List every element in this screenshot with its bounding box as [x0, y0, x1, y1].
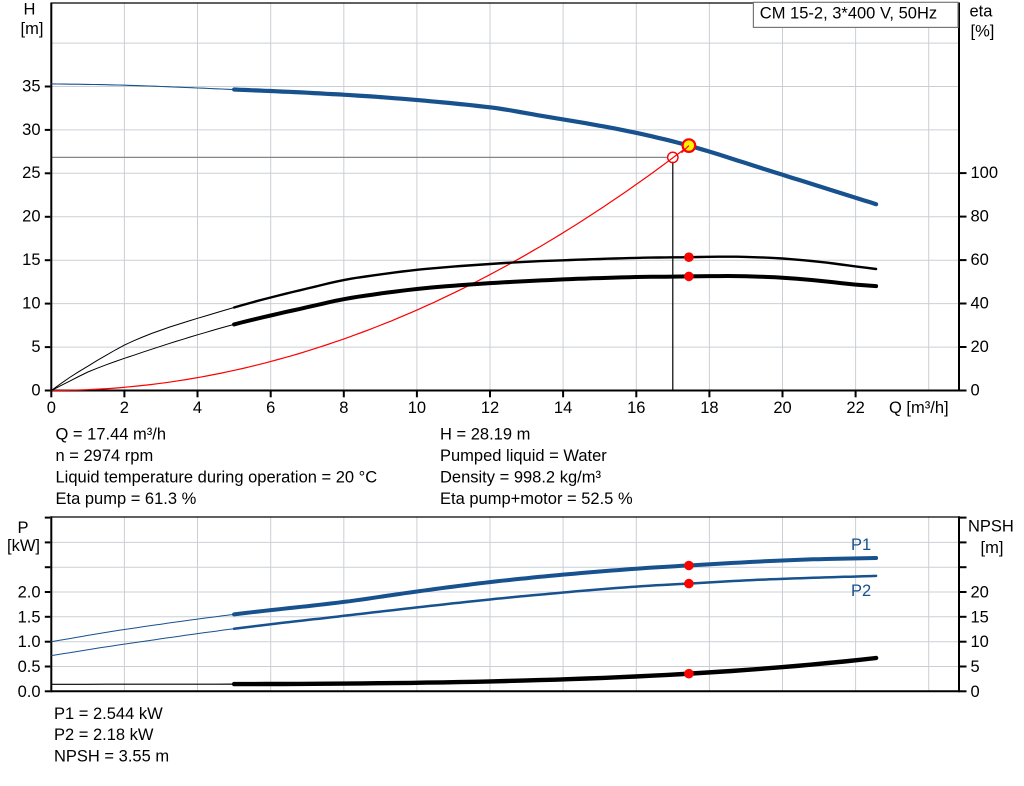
svg-text:100: 100 [971, 164, 999, 182]
svg-text:0: 0 [971, 683, 980, 701]
svg-text:Liquid temperature during oper: Liquid temperature during operation = 20… [56, 468, 378, 486]
svg-text:NPSH = 3.55 m: NPSH = 3.55 m [54, 747, 169, 765]
svg-text:n = 2974 rpm: n = 2974 rpm [56, 447, 154, 465]
svg-text:20: 20 [22, 208, 40, 226]
svg-text:14: 14 [554, 399, 572, 417]
svg-text:1.0: 1.0 [18, 633, 41, 651]
svg-text:2: 2 [120, 399, 129, 417]
svg-text:Eta pump = 61.3 %: Eta pump = 61.3 % [56, 490, 197, 508]
svg-text:0: 0 [971, 381, 980, 399]
svg-text:80: 80 [971, 208, 989, 226]
svg-text:4: 4 [193, 399, 202, 417]
svg-text:6: 6 [266, 399, 275, 417]
svg-text:0: 0 [47, 399, 56, 417]
svg-text:20: 20 [971, 584, 989, 602]
svg-text:15: 15 [971, 608, 989, 626]
svg-text:10: 10 [22, 295, 40, 313]
svg-text:P1 = 2.544 kW: P1 = 2.544 kW [54, 705, 163, 723]
svg-text:0: 0 [31, 381, 40, 399]
svg-text:10: 10 [408, 399, 426, 417]
svg-text:16: 16 [627, 399, 645, 417]
svg-text:5: 5 [31, 338, 40, 356]
svg-text:20: 20 [971, 338, 989, 356]
svg-text:P1: P1 [851, 536, 871, 554]
svg-text:Q [m³/h]: Q [m³/h] [889, 399, 949, 417]
svg-text:Density = 998.2 kg/m³: Density = 998.2 kg/m³ [440, 468, 601, 486]
svg-text:Eta pump+motor = 52.5 %: Eta pump+motor = 52.5 % [440, 490, 633, 508]
svg-text:[kW]: [kW] [7, 537, 40, 555]
svg-text:18: 18 [700, 399, 718, 417]
svg-text:1.5: 1.5 [18, 608, 41, 626]
svg-text:P: P [17, 519, 28, 537]
svg-text:0.0: 0.0 [18, 683, 41, 701]
svg-text:eta: eta [970, 3, 994, 21]
svg-text:40: 40 [971, 294, 989, 312]
svg-text:22: 22 [846, 399, 864, 417]
svg-text:10: 10 [971, 633, 989, 651]
svg-text:30: 30 [22, 121, 40, 139]
svg-text:12: 12 [481, 399, 499, 417]
svg-text:25: 25 [22, 164, 40, 182]
svg-text:2.0: 2.0 [18, 584, 41, 602]
svg-text:[m]: [m] [981, 539, 1004, 557]
svg-text:5: 5 [971, 658, 980, 676]
svg-text:CM 15-2, 3*400 V, 50Hz: CM 15-2, 3*400 V, 50Hz [760, 5, 937, 23]
svg-text:35: 35 [22, 77, 40, 95]
svg-text:15: 15 [22, 251, 40, 269]
svg-text:H: H [24, 1, 36, 19]
svg-text:[m]: [m] [21, 20, 44, 38]
svg-text:20: 20 [773, 399, 791, 417]
svg-text:Pumped liquid = Water: Pumped liquid = Water [440, 447, 607, 465]
svg-text:P2: P2 [851, 582, 871, 600]
svg-text:0.5: 0.5 [18, 658, 41, 676]
svg-text:60: 60 [971, 251, 989, 269]
svg-text:P2 = 2.18 kW: P2 = 2.18 kW [54, 726, 154, 744]
svg-text:NPSH: NPSH [968, 518, 1014, 536]
svg-text:Q = 17.44 m³/h: Q = 17.44 m³/h [56, 426, 167, 444]
svg-text:H = 28.19 m: H = 28.19 m [440, 426, 530, 444]
svg-text:[%]: [%] [971, 23, 995, 41]
svg-text:8: 8 [339, 399, 348, 417]
